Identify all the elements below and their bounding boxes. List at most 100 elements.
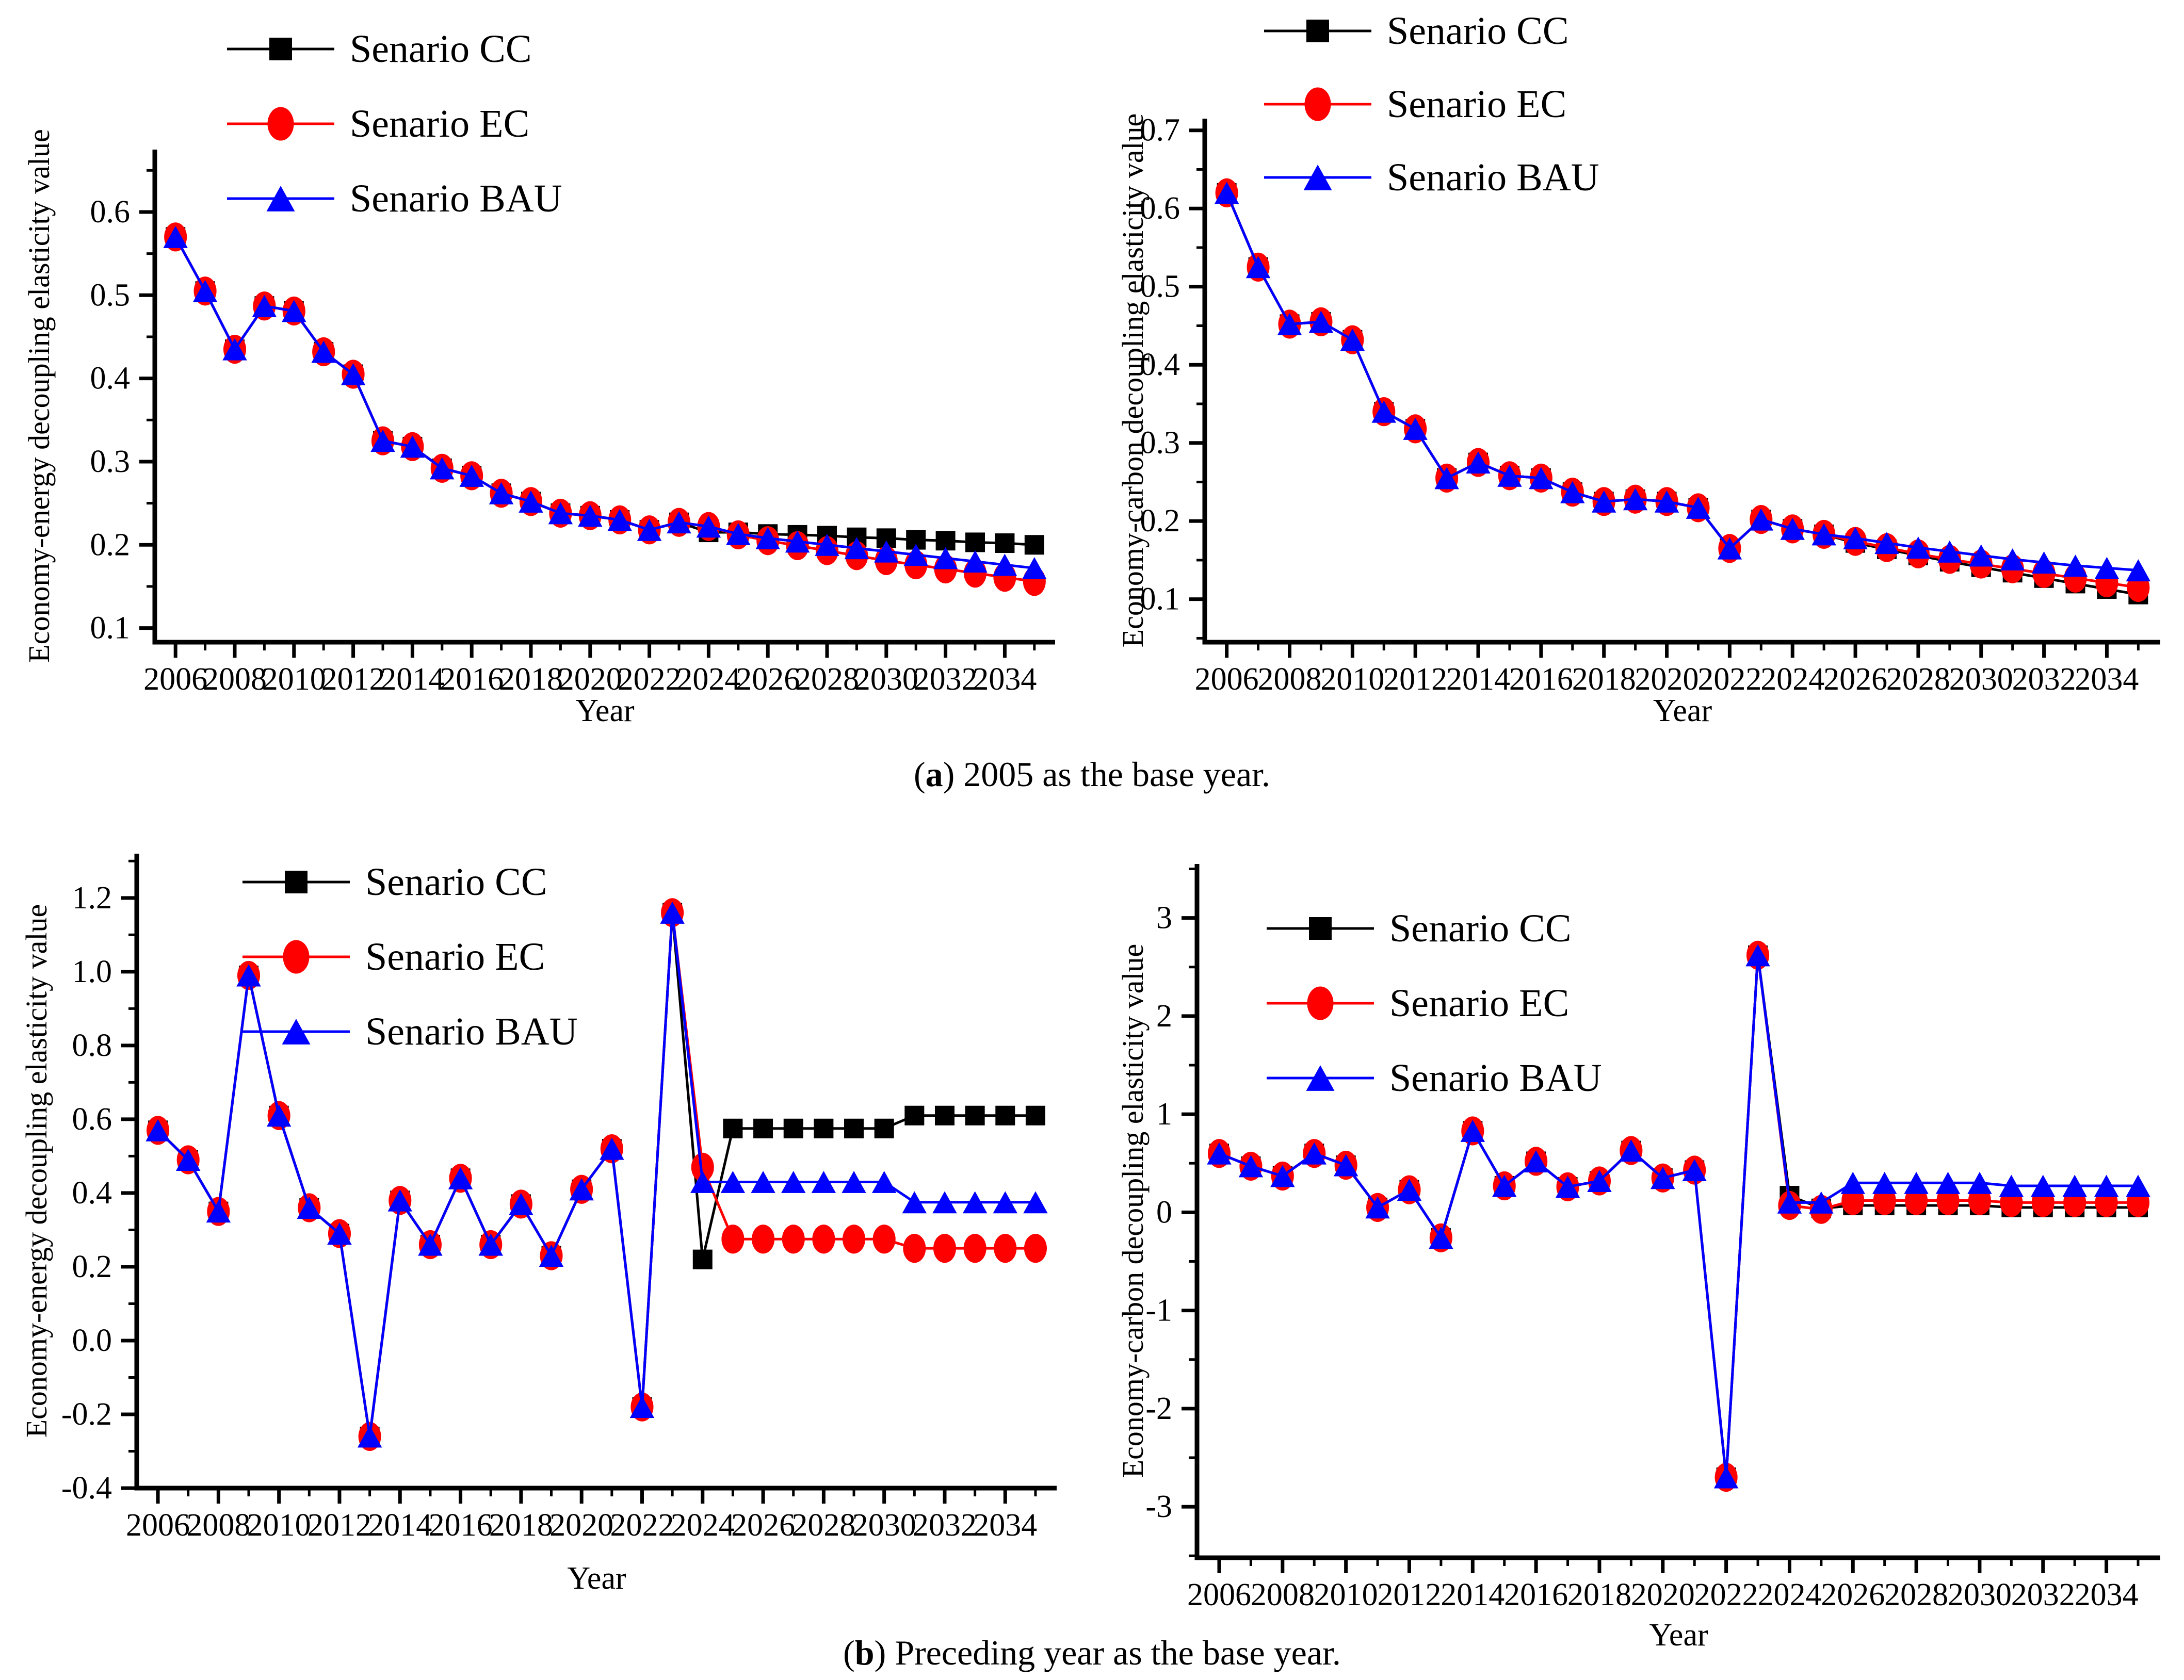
y-tick-label: 0.3: [90, 444, 131, 479]
legend-label: Senario BAU: [1389, 1056, 1602, 1100]
y-tick-label: 0.2: [90, 527, 131, 562]
y-axis: 0.1 0.2 0.3 0.4 0.5 0.6 0.7: [1140, 113, 1205, 640]
y-tick-label: 0: [1156, 1195, 1172, 1230]
x-tick-label: 2022: [1694, 1577, 1758, 1612]
legend: Senario CC Senario EC Senario BAU: [1267, 907, 1602, 1100]
x-tick-label: 2018: [1572, 662, 1636, 697]
chart-energy-2005base-svg: 0.10.20.30.40.50.62006200820102012201420…: [22, 27, 1055, 728]
legend: Senario CC Senario EC Senario BAU: [1264, 9, 1599, 199]
x-tick-label: 2014: [368, 1508, 432, 1543]
x-tick-label: 2032: [913, 1508, 977, 1543]
series-senario-bau: [1207, 944, 2150, 1489]
caption-b: (b) Preceding year as the base year.: [0, 1633, 2184, 1673]
y-tick-label: -3: [1145, 1489, 1172, 1524]
x-tick-label: 2010: [262, 662, 326, 697]
legend-label: Senario BAU: [350, 177, 562, 220]
series-senario-ec: [147, 898, 1047, 1451]
x-tick-label: 2008: [1251, 1577, 1315, 1612]
x-tick-label: 2006: [1195, 662, 1259, 697]
y-tick-label: 0.6: [72, 1102, 112, 1137]
x-tick-label: 2016: [1504, 1577, 1568, 1612]
x-tick-label: 2030: [852, 1508, 916, 1543]
x-axis: 2006200820102012201420162018202020222024…: [126, 1488, 1037, 1543]
x-tick-label: 2032: [2012, 662, 2076, 697]
y-tick-label: 0.3: [1140, 426, 1180, 461]
y-axis-label: Economy-carbon decoupling elasticity val…: [1116, 944, 1150, 1478]
x-tick-label: 2028: [1886, 662, 1950, 697]
chart-panel-energy-2005base: 0.1 0.2 0.3 0.4 0.5 0.6 2006 2008 2010 2012 2014 20…: [0, 0, 1089, 753]
y-tick-label: 3: [1156, 901, 1172, 936]
x-tick-label: 2028: [791, 1508, 855, 1543]
x-tick-label: 2012: [1383, 662, 1447, 697]
y-tick-label: -0.4: [61, 1471, 112, 1506]
legend-label: Senario EC: [1387, 83, 1566, 126]
x-tick-label: 2022: [1697, 662, 1761, 697]
series-senario-ec: [1215, 178, 2150, 602]
x-tick-label: 2026: [731, 1508, 795, 1543]
legend-label: Senario EC: [350, 102, 529, 145]
x-tick-label: 2008: [203, 662, 267, 697]
y-axis-label: Economy-carbon decoupling elasticity val…: [1116, 113, 1150, 648]
y-tick-label: 0.6: [1140, 191, 1180, 226]
y-tick-label: 0.6: [90, 194, 131, 230]
chart-panel-energy-preceding: -0.4 -0.2 0.0 0.2 0.4 0.6 0.8 1.0 1.2 2006 2008 201…: [0, 805, 1089, 1680]
y-tick-label: 0.4: [1140, 347, 1180, 382]
series-senario-cc: [1209, 945, 2148, 1488]
x-tick-label: 2010: [247, 1508, 311, 1543]
y-axis: 0.1 0.2 0.3 0.4 0.5 0.6: [90, 169, 155, 646]
caption-a-letter: a: [925, 755, 943, 794]
y-tick-label: 0.1: [1140, 582, 1180, 617]
legend-label: Senario CC: [350, 27, 532, 71]
caption-a-pre: (: [913, 755, 926, 794]
y-tick-label: -2: [1145, 1391, 1172, 1426]
y-tick-label: 0.7: [1140, 113, 1180, 148]
x-tick-label: 2024: [671, 1508, 735, 1543]
y-tick-label: 0.4: [72, 1176, 112, 1211]
x-tick-label: 2026: [1823, 662, 1887, 697]
legend-label: Senario EC: [1389, 982, 1569, 1025]
x-tick-label: 2018: [489, 1508, 553, 1543]
axes: [1194, 864, 2160, 1560]
x-tick-label: 2006: [143, 662, 207, 697]
axes: [1202, 119, 2160, 645]
x-tick-label: 2030: [1949, 662, 2013, 697]
series-senario-bau: [163, 225, 1047, 579]
y-tick-label: -0.2: [61, 1397, 112, 1432]
legend-label: Senario CC: [1389, 907, 1572, 950]
x-axis: 2006200820102012201420162018202020222024…: [1187, 1558, 2140, 1612]
y-tick-label: -1: [1145, 1293, 1172, 1328]
x-tick-label: 2006: [126, 1508, 190, 1543]
x-tick-label: 2014: [1446, 662, 1510, 697]
y-axis-label: Economy-energy decoupling elasticity val…: [22, 129, 56, 663]
legend: Senario CC Senario EC Senario BAU: [227, 27, 562, 220]
x-tick-label: 2012: [308, 1508, 371, 1543]
x-tick-label: 2016: [1509, 662, 1573, 697]
y-axis: -0.4 -0.2 0.0 0.2 0.4 0.6 0.8 1.0 1.2: [61, 859, 137, 1506]
series-senario-cc: [148, 903, 1045, 1446]
x-tick-label: 2024: [1760, 662, 1824, 697]
x-tick-label: 2024: [1757, 1577, 1821, 1612]
x-tick-label: 2018: [499, 662, 563, 697]
x-tick-label: 2018: [1567, 1577, 1631, 1612]
x-tick-label: 2020: [549, 1508, 613, 1543]
x-tick-label: 2012: [321, 662, 385, 697]
chart-carbon-2005base-svg: 0.10.20.30.40.50.60.72006200820102012201…: [1116, 9, 2160, 728]
series-senario-cc: [1217, 183, 2148, 605]
y-tick-label: 0.5: [90, 278, 131, 313]
series-senario-bau: [1214, 182, 2151, 582]
y-tick-label: 0.5: [1140, 269, 1180, 304]
x-axis: 2006200820102012201420162018202020222024…: [1195, 642, 2140, 697]
x-tick-label: 2034: [973, 1508, 1037, 1543]
x-tick-label: 2022: [610, 1508, 674, 1543]
axes: [152, 150, 1055, 645]
chart-panel-carbon-2005base: 0.1 0.2 0.3 0.4 0.5 0.6 0.7 2006 2008 2010 2012 201…: [1091, 0, 2184, 753]
y-tick-label: 0.2: [72, 1249, 112, 1284]
chart-panel-carbon-preceding: -3 -2 -1 0 1 2 3 2006 2008 2010 2012 2014 2016 2018 20…: [1091, 805, 2184, 1680]
x-tick-label: 2024: [676, 662, 740, 697]
y-tick-label: 1: [1156, 1097, 1172, 1132]
caption-a: (a) 2005 as the base year.: [0, 754, 2184, 795]
x-tick-label: 2026: [736, 662, 800, 697]
x-axis-label: Year: [575, 693, 635, 728]
caption-b-pre: (: [843, 1633, 855, 1672]
